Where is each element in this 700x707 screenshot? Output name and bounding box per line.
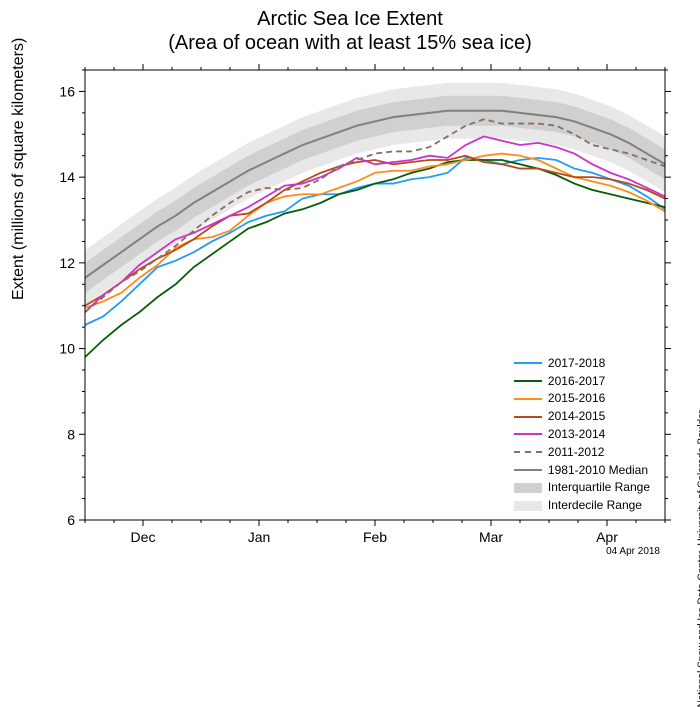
legend-s2014_2015: 2014-2015 (514, 408, 650, 425)
legend-label: 2015-2016 (548, 390, 605, 407)
legend-swatch (514, 501, 542, 511)
legend-s2011_2012: 2011-2012 (514, 444, 650, 461)
ytick-label: 16 (59, 83, 75, 99)
legend-median: 1981-2010 Median (514, 462, 650, 479)
series-s2016_2017 (85, 160, 665, 357)
legend-idr: Interdecile Range (514, 497, 650, 514)
legend-swatch (514, 416, 542, 418)
legend-iqr: Interquartile Range (514, 479, 650, 496)
legend-label: Interdecile Range (548, 497, 642, 514)
legend-s2015_2016: 2015-2016 (514, 390, 650, 407)
legend-s2013_2014: 2013-2014 (514, 426, 650, 443)
legend-swatch (514, 362, 542, 364)
legend-label: 1981-2010 Median (548, 462, 648, 479)
legend-swatch (514, 433, 542, 435)
chart-container: Arctic Sea Ice Extent (Area of ocean wit… (0, 0, 700, 565)
legend-swatch (514, 398, 542, 400)
legend-swatch (514, 380, 542, 382)
legend-label: 2014-2015 (548, 408, 605, 425)
legend-label: 2017-2018 (548, 355, 605, 372)
ytick-label: 14 (59, 169, 75, 185)
ytick-label: 12 (59, 255, 75, 271)
xtick-label: Feb (363, 529, 387, 545)
legend-label: 2013-2014 (548, 426, 605, 443)
xtick-label: Mar (479, 529, 503, 545)
legend-swatch (514, 483, 542, 493)
legend-swatch (514, 469, 542, 471)
ytick-label: 10 (59, 341, 75, 357)
legend-label: 2011-2012 (548, 444, 605, 461)
xtick-label: Apr (596, 529, 618, 545)
ytick-label: 6 (67, 512, 75, 528)
legend-label: Interquartile Range (548, 479, 650, 496)
legend-s2016_2017: 2016-2017 (514, 373, 650, 390)
legend-label: 2016-2017 (548, 373, 605, 390)
legend-swatch (514, 451, 542, 453)
legend: 2017-20182016-20172015-20162014-20152013… (514, 354, 650, 515)
xtick-label: Dec (131, 529, 156, 545)
xtick-label: Jan (248, 529, 271, 545)
ytick-label: 8 (67, 426, 75, 442)
legend-s2017_2018: 2017-2018 (514, 355, 650, 372)
